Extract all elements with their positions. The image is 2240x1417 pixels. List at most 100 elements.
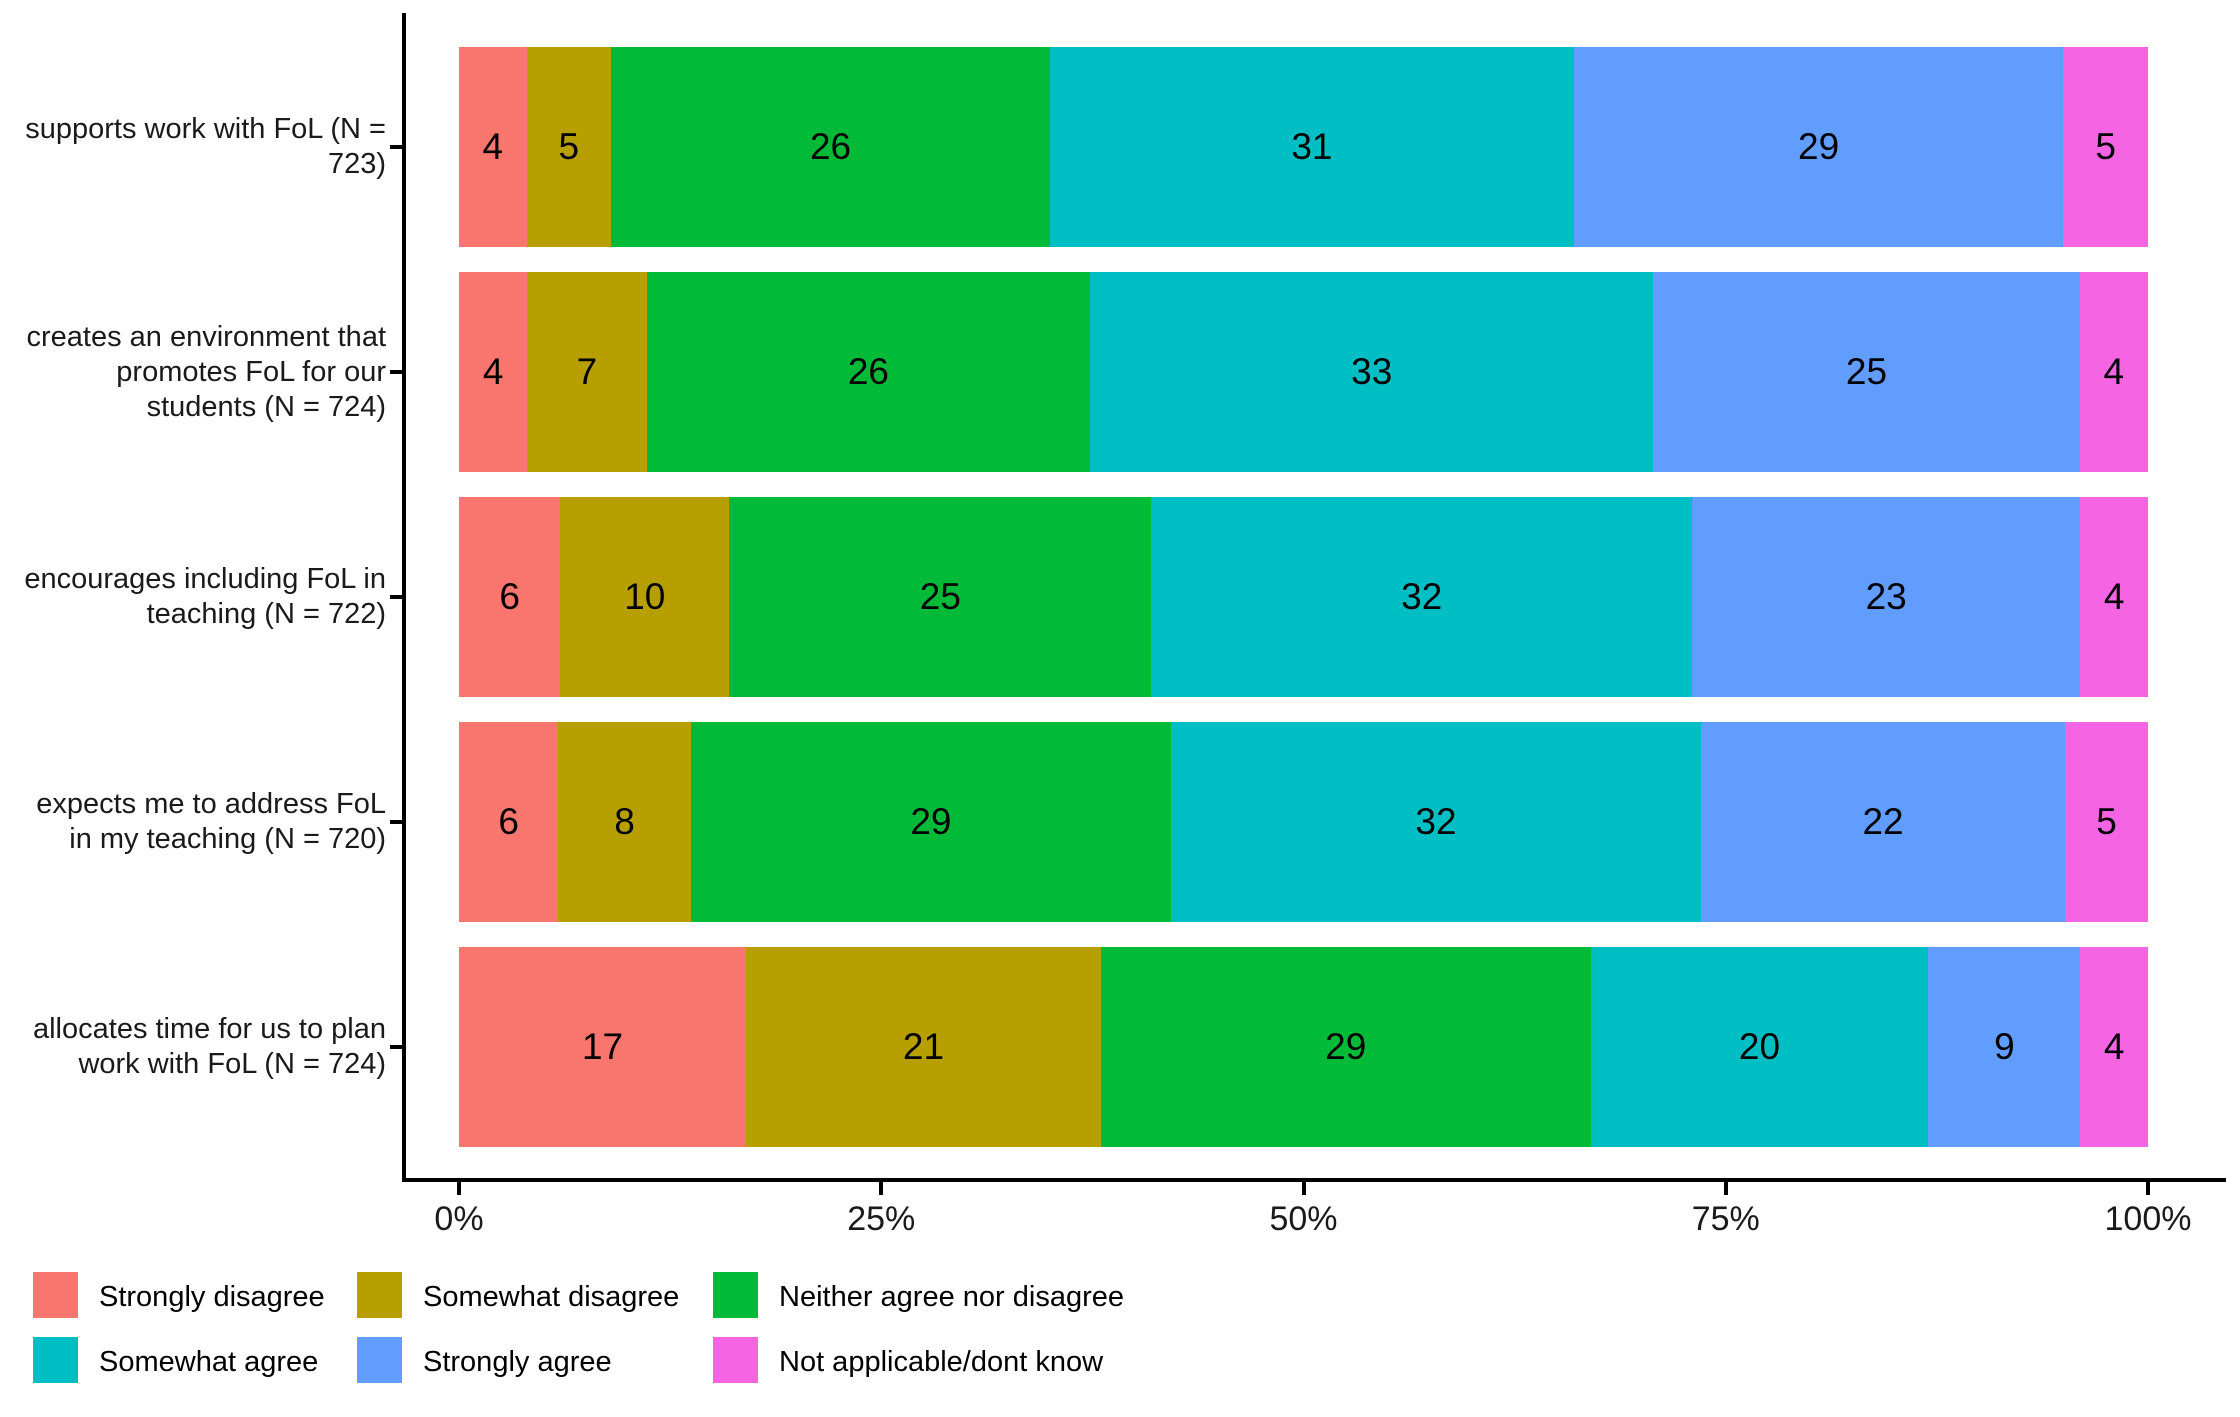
bar-segment: 29 [690,722,1172,922]
bar-segment: 6 [459,497,561,697]
bar-value-label: 29 [1325,1026,1367,1067]
bar-segment: 22 [1700,722,2066,922]
x-axis-line [402,1178,2226,1182]
bar-row: 17 21 29 20 9 4 [459,947,2148,1147]
x-axis-tick [1723,1182,1728,1195]
legend-swatch [713,1272,758,1318]
x-axis-tick [879,1182,884,1195]
bar-segment: 21 [746,947,1101,1147]
bar-value-label: 26 [847,351,890,392]
bar-value-label: 4 [482,351,504,392]
x-axis-tick-label: 50% [1269,1200,1338,1238]
bar-value-label: 25 [1845,351,1888,392]
bar-value-label: 6 [498,801,519,842]
bar-segment: 4 [2080,497,2148,697]
bar-row: 4 7 26 33 25 4 [459,272,2148,472]
bar-value-label: 32 [1415,801,1457,842]
bar-value-label: 4 [2103,1026,2125,1067]
bar-value-label: 4 [2103,576,2125,617]
bar-segment: 4 [459,272,528,472]
y-axis-tick [390,820,403,824]
bar-segment: 25 [1653,272,2080,472]
bar-segment: 5 [526,47,611,247]
bar-value-label: 7 [576,351,598,392]
bar-value-label: 25 [919,576,961,617]
legend-label: Neither agree nor disagree [779,1281,1124,1313]
y-axis-line [402,13,406,1182]
bar-segment: 4 [2080,947,2148,1147]
bar-value-label: 23 [1865,576,1907,617]
y-axis-label: supports work with FoL (N = 723) [25,113,386,180]
bar-row: 4 5 26 31 29 5 [459,47,2148,247]
legend-label: Somewhat agree [99,1346,319,1378]
bar-row: 6 8 29 32 22 5 [459,722,2148,922]
bar-value-label: 4 [482,126,504,167]
x-axis-tick [2146,1182,2150,1195]
bar-segment: 33 [1090,272,1654,472]
legend-swatch [713,1337,758,1383]
legend-swatch [33,1272,78,1318]
y-axis-tick [390,1045,403,1049]
bar-segment: 7 [527,272,647,472]
bar-value-label: 29 [910,801,952,842]
bar-value-label: 17 [581,1026,624,1067]
bar-segment: 20 [1590,947,1929,1147]
bar-value-label: 5 [558,126,580,167]
bar-value-label: 31 [1291,126,1333,167]
bar-value-label: 29 [1798,126,1840,167]
bar-value-label: 32 [1401,576,1443,617]
bar-segment: 6 [459,722,559,922]
bar-value-label: 22 [1862,801,1904,842]
y-axis-tick [390,145,403,149]
x-axis-tick [457,1182,461,1195]
bar-segment: 9 [1928,947,2081,1147]
y-axis-label: expects me to address FoL in my teaching… [36,788,386,855]
bar-segment: 4 [2079,272,2148,472]
bar-value-label: 33 [1351,351,1393,392]
legend-swatch [357,1337,402,1383]
bar-segment: 29 [1100,947,1591,1147]
y-axis-label: encourages including FoL in teaching (N … [24,563,386,630]
bar-segment: 25 [729,497,1152,697]
x-axis-tick-label: 25% [847,1200,916,1238]
legend-label: Somewhat disagree [423,1281,680,1313]
bar-value-label: 20 [1738,1026,1781,1067]
legend-label: Not applicable/dont know [779,1346,1104,1378]
y-axis-tick [390,595,403,599]
bar-value-label: 6 [499,576,520,617]
bar-segment: 10 [560,497,730,697]
bar-segment: 5 [2063,47,2148,247]
bar-segment: 23 [1691,497,2081,697]
legend-label: Strongly agree [423,1346,612,1378]
bar-segment: 31 [1050,47,1574,247]
bar-segment: 26 [610,47,1051,247]
bar-value-label: 21 [902,1026,945,1067]
bar-value-label: 26 [809,126,852,167]
bar-segment: 8 [558,722,691,922]
bar-segment: 32 [1171,722,1701,922]
y-axis-tick [390,370,403,374]
legend-swatch [357,1272,402,1318]
legend-label: Strongly disagree [99,1281,325,1313]
bar-segment: 26 [646,272,1091,472]
bar-value-label: 8 [614,801,635,842]
bar-row: 6 10 25 32 23 4 [459,497,2148,697]
bar-value-label: 5 [2095,126,2116,167]
bar-segment: 32 [1151,497,1692,697]
bar-value-label: 10 [624,576,666,617]
x-axis-tick-label: 75% [1691,1200,1760,1238]
y-axis-label: creates an environment that promotes FoL… [26,320,386,423]
x-axis-tick-label: 0% [434,1200,484,1238]
bar-value-label: 5 [2096,801,2117,842]
bar-value-label: 9 [1994,1026,2015,1067]
y-axis-label: allocates time for us to plan work with … [32,1013,386,1080]
bar-segment: 5 [2065,722,2148,922]
x-axis-tick [1301,1182,1306,1195]
legend-swatch [33,1337,78,1383]
bar-value-label: 4 [2103,351,2125,392]
bar-segment: 29 [1573,47,2064,247]
x-axis-tick-label: 100% [2104,1200,2192,1238]
bar-segment: 4 [459,47,527,247]
bar-segment: 17 [459,947,747,1147]
